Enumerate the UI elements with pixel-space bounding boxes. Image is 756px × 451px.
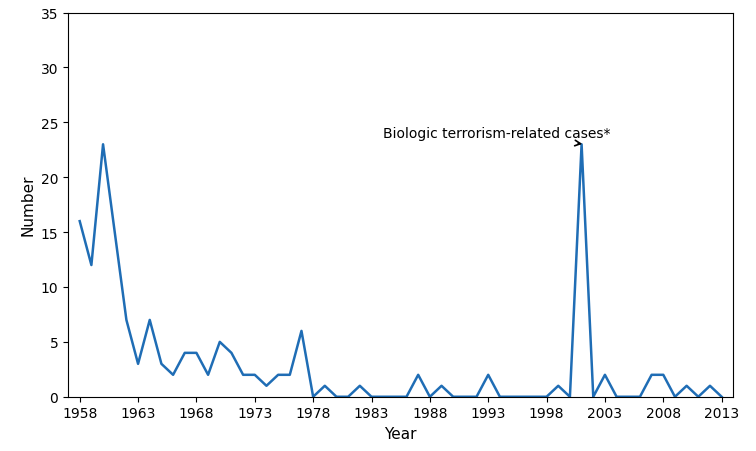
Text: Biologic terrorism-related cases*: Biologic terrorism-related cases* (383, 127, 611, 147)
Y-axis label: Number: Number (20, 175, 35, 236)
X-axis label: Year: Year (385, 426, 417, 441)
